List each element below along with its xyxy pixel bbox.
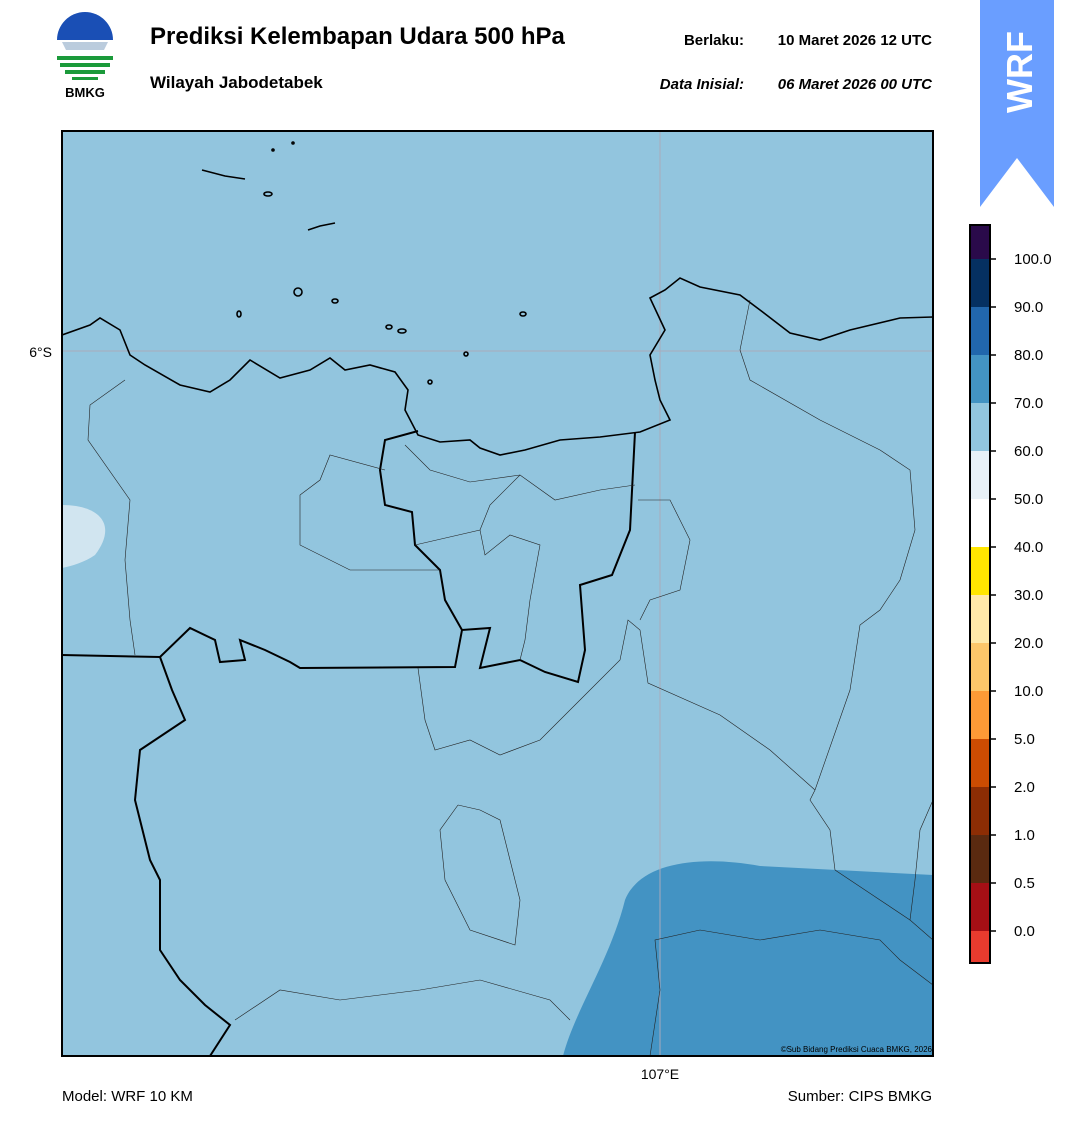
colorbar-segment <box>970 259 990 307</box>
logo: BMKG <box>57 12 113 100</box>
subtitle: Wilayah Jabodetabek <box>150 73 323 92</box>
province-border <box>133 656 232 1056</box>
colorbar-segment <box>970 643 990 691</box>
colorbar-tick-label: 0.0 <box>1014 923 1035 940</box>
colorbar-tick-label: 2.0 <box>1014 779 1035 796</box>
init-label: Data Inisial: <box>660 76 744 93</box>
colorbar-tick-label: 80.0 <box>1014 347 1043 364</box>
colorbar-segment <box>970 835 990 883</box>
colorbar-tick-label: 1.0 <box>1014 827 1035 844</box>
colorbar-segment <box>970 739 990 787</box>
province-border <box>378 430 636 684</box>
colorbar-tick-label: 30.0 <box>1014 587 1043 604</box>
coastline <box>62 277 933 456</box>
colorbar-segment <box>970 595 990 643</box>
colorbar-frame <box>969 224 991 964</box>
lat-label: 6°S <box>29 344 52 360</box>
colorbar-tick-label: 10.0 <box>1014 683 1043 700</box>
humidity-zone-high <box>563 861 933 1056</box>
colorbar-segment <box>970 883 990 931</box>
footer-model: Model: WRF 10 KM <box>62 1088 193 1105</box>
credit: ©Sub Bidang Prediksi Cuaca BMKG, 2026 <box>781 1045 933 1054</box>
colorbar-tick-label: 40.0 <box>1014 539 1043 556</box>
map-frame <box>61 130 934 1057</box>
colorbar-segment <box>970 355 990 403</box>
colorbar-segment <box>970 307 990 355</box>
map: ©Sub Bidang Prediksi Cuaca BMKG, 2026 <box>62 131 933 1056</box>
colorbar-segment <box>970 499 990 547</box>
valid-time: 10 Maret 2026 12 UTC <box>778 32 932 49</box>
title: Prediksi Kelembapan Udara 500 hPa <box>150 23 566 50</box>
colorbar-tick-label: 50.0 <box>1014 491 1043 508</box>
colorbar: 0.0 0.5 1.0 2.0 5.0 10.0 20.0 30.0 40.0 50.0 60.0 7… <box>969 224 1052 964</box>
colorbar-segment <box>970 691 990 739</box>
province-border <box>62 626 463 670</box>
colorbar-tick-label: 100.0 <box>1014 251 1052 268</box>
badge-text: WRF <box>999 31 1040 113</box>
colorbar-segment <box>970 787 990 835</box>
colorbar-segment <box>970 931 990 963</box>
footer-source: Sumber: CIPS BMKG <box>788 1088 932 1105</box>
colorbar-tick-label: 90.0 <box>1014 299 1043 316</box>
colorbar-tick-label: 5.0 <box>1014 731 1035 748</box>
colorbar-segment <box>970 547 990 595</box>
valid-label: Berlaku: <box>684 32 744 49</box>
islands <box>201 141 527 385</box>
logo-text: BMKG <box>65 85 105 100</box>
district-borders <box>87 299 933 1056</box>
colorbar-segment <box>970 403 990 451</box>
colorbar-tick-label: 0.5 <box>1014 875 1035 892</box>
colorbar-tick-label: 20.0 <box>1014 635 1043 652</box>
colorbar-tick-label: 70.0 <box>1014 395 1043 412</box>
init-time: 06 Maret 2026 00 UTC <box>778 76 933 93</box>
lon-label: 107°E <box>641 1066 679 1082</box>
colorbar-segment <box>970 225 990 259</box>
colorbar-segment <box>970 451 990 499</box>
humidity-zone-low <box>62 505 106 568</box>
colorbar-tick-label: 60.0 <box>1014 443 1043 460</box>
badge: WRF <box>980 0 1054 207</box>
